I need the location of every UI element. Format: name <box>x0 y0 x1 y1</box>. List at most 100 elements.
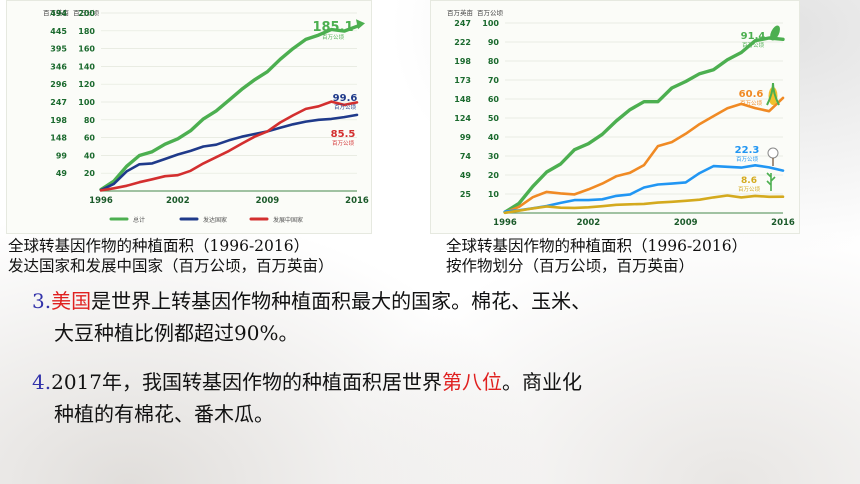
y-tick-hectares: 40 <box>84 151 96 160</box>
y-tick-acres: 395 <box>50 45 67 54</box>
chart-regions-svg: 百万英亩 百万公顷 494 200 445 180 395 160 346 140 296 120 24… <box>43 8 369 224</box>
data-point <box>573 193 576 195</box>
caption-left-line2: 发达国家和发展中国家（百万公顷，百万英亩） <box>8 257 334 275</box>
data-point <box>138 163 140 165</box>
y-tick-acres: 99 <box>56 151 68 160</box>
data-point <box>164 143 166 145</box>
data-point <box>671 87 673 89</box>
data-point <box>113 183 115 185</box>
y-tick-acres: 222 <box>454 38 471 47</box>
data-point <box>754 107 756 109</box>
canola-icon <box>766 172 776 191</box>
y-tick-acres: 247 <box>454 19 471 28</box>
data-point <box>726 59 728 61</box>
data-point <box>587 206 589 208</box>
y-tick-hectares: 20 <box>84 169 96 178</box>
data-point <box>657 101 659 103</box>
y-tick-hectares: 50 <box>488 114 500 123</box>
data-point <box>671 201 673 203</box>
y-tick-acres: 198 <box>50 116 67 125</box>
y-tick-acres: 494 <box>50 9 67 18</box>
end-label-value: 8.6 <box>741 176 757 186</box>
x-tick-label: 1996 <box>89 196 113 206</box>
data-point <box>305 120 307 123</box>
x-tick-label: 2009 <box>256 196 280 206</box>
data-point <box>138 154 140 157</box>
point-4-line2: 种植的有棉花、番木瓜。 <box>54 402 274 426</box>
data-point <box>177 174 179 176</box>
data-point <box>587 199 589 201</box>
end-label-value: 185.1 <box>312 20 353 35</box>
data-point <box>643 164 645 166</box>
y-tick-acres: 74 <box>460 152 472 161</box>
point-3-line2: 大豆种植比例都超过90%。 <box>54 321 299 345</box>
point-3-highlight: 美国 <box>51 289 92 313</box>
data-point <box>228 99 230 101</box>
x-tick-label: 2016 <box>771 218 795 228</box>
data-point <box>560 192 562 195</box>
legend-label: 发达国家 <box>203 216 227 224</box>
y-tick-acres: 25 <box>460 190 472 199</box>
data-point <box>138 181 140 183</box>
chart-panel-regions: 百万英亩 百万公顷 494 200 445 180 395 160 346 140 296 120 24… <box>6 0 372 234</box>
data-point <box>318 119 320 121</box>
data-point <box>228 150 230 152</box>
y-tick-acres: 247 <box>50 98 67 107</box>
data-point <box>782 38 784 40</box>
data-point <box>560 207 562 209</box>
data-point <box>560 202 562 204</box>
data-point <box>699 172 701 174</box>
corn-icon <box>768 87 778 105</box>
data-point <box>330 118 332 120</box>
y-tick-acres: 296 <box>50 80 67 89</box>
point-4-text-b: 。商业化 <box>502 370 582 394</box>
data-point <box>782 196 784 198</box>
point-3-number: 3. <box>32 289 52 313</box>
data-point <box>254 133 256 135</box>
data-point <box>318 105 320 107</box>
data-point <box>573 149 576 151</box>
data-point <box>292 123 294 125</box>
point-4-line1: 4.2017年，我国转基因作物的种植面积居世界第八位。商业化 <box>32 366 582 398</box>
data-point <box>113 187 115 189</box>
data-point <box>151 162 153 165</box>
end-label-value: 99.6 <box>333 93 358 104</box>
y-tick-hectares: 60 <box>488 95 500 104</box>
point-4-highlight: 第八位 <box>442 370 502 394</box>
data-point <box>615 175 617 177</box>
x-tick-label: 2002 <box>166 196 190 206</box>
data-point <box>292 48 294 50</box>
x-tick-label: 2009 <box>674 218 698 228</box>
data-point <box>699 73 701 75</box>
end-label-unit: 百万公顷 <box>736 155 759 163</box>
data-point <box>629 193 631 195</box>
end-label-unit: 百万公顷 <box>740 99 763 107</box>
data-point <box>151 151 153 153</box>
data-point <box>726 194 728 197</box>
data-point <box>202 145 204 148</box>
data-point <box>518 202 520 205</box>
y-tick-hectares: 70 <box>488 76 500 85</box>
y-tick-hectares: 100 <box>482 19 499 28</box>
data-point <box>740 103 742 105</box>
data-point <box>615 195 617 197</box>
data-point <box>699 199 701 201</box>
data-point <box>100 189 102 191</box>
data-point <box>643 186 645 189</box>
data-point <box>754 40 756 42</box>
point-4-text-a: 2017年，我国转基因作物的种植面积居世界 <box>51 370 442 394</box>
data-point <box>768 110 770 112</box>
data-point <box>343 104 345 106</box>
y-tick-hectares: 20 <box>488 171 500 180</box>
data-point <box>241 88 243 90</box>
data-point <box>657 145 659 147</box>
data-point <box>254 136 256 138</box>
data-point <box>164 175 166 177</box>
data-point <box>782 97 784 99</box>
end-label-unit: 百万公顷 <box>332 139 355 147</box>
data-point <box>768 166 770 168</box>
data-point <box>215 110 217 112</box>
data-point <box>126 185 128 187</box>
data-point <box>712 165 715 167</box>
chart-panel-crops: 百万英亩 百万公顷 247 100 222 90 198 80 173 70 148 60 124 50 9… <box>430 0 800 234</box>
